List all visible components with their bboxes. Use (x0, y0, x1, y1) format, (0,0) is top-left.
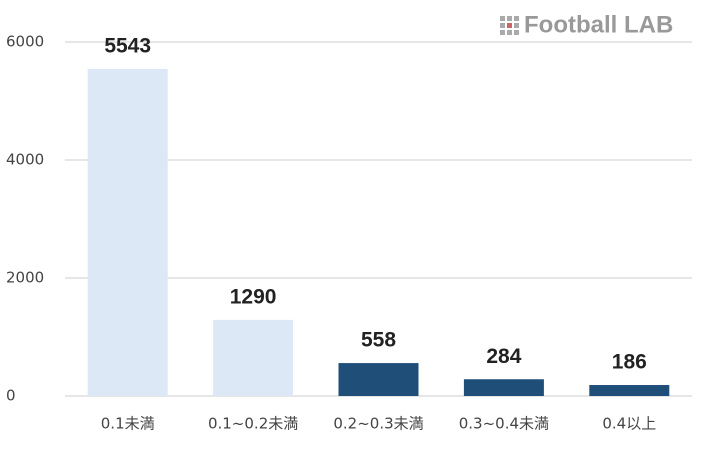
value-label: 5543 (104, 35, 151, 58)
y-tick-label: 2000 (6, 269, 44, 287)
logo: Football LAB (524, 11, 673, 38)
x-tick-label: 0.2~0.3未満 (333, 415, 423, 433)
value-label: 1290 (230, 285, 277, 308)
y-tick-label: 4000 (6, 151, 44, 169)
value-label: 284 (486, 345, 521, 368)
x-tick-label: 0.4以上 (602, 415, 656, 433)
bar (338, 363, 419, 396)
value-label: 186 (612, 351, 647, 374)
value-label: 558 (361, 329, 396, 352)
bar (87, 68, 168, 396)
bar (463, 379, 544, 396)
x-tick-label: 0.1~0.2未満 (208, 415, 298, 433)
logo-icon (500, 16, 519, 35)
x-tick-label: 0.3~0.4未満 (459, 415, 549, 433)
x-tick-label: 0.1未満 (101, 415, 155, 433)
bar (589, 385, 670, 396)
bar (213, 319, 294, 396)
y-tick-label: 6000 (6, 33, 44, 51)
y-tick-label: 0 (6, 387, 16, 405)
